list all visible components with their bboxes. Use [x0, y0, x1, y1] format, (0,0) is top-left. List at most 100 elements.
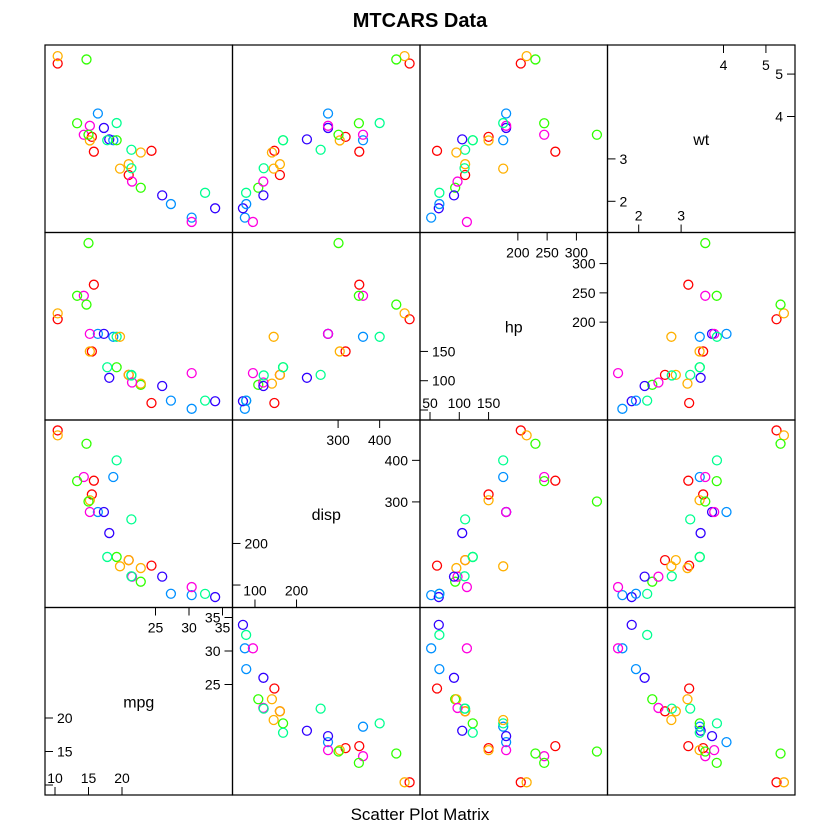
data-point — [771, 314, 782, 325]
data-point — [433, 619, 444, 631]
data-point — [467, 718, 478, 729]
data-point — [268, 163, 279, 174]
data-point — [111, 551, 122, 563]
data-point — [98, 328, 110, 340]
data-point — [88, 146, 100, 157]
data-point — [258, 703, 269, 714]
data-point — [461, 216, 473, 228]
data-point — [334, 346, 345, 357]
data-point — [778, 308, 790, 319]
data-point — [315, 144, 326, 155]
data-point — [642, 395, 653, 406]
data-point — [666, 370, 677, 381]
data-point — [530, 438, 541, 449]
data-point — [709, 328, 720, 340]
data-point — [591, 496, 603, 507]
data-point — [709, 506, 720, 518]
data-point — [353, 290, 365, 301]
data-point — [639, 571, 650, 582]
data-point — [258, 190, 269, 201]
data-point — [102, 551, 113, 563]
data-point — [682, 378, 693, 389]
data-point — [315, 369, 326, 381]
data-point — [694, 727, 705, 738]
data-point — [108, 331, 119, 342]
data-point — [539, 475, 550, 487]
panel-mpg-vs-mpg: mpg 10 15 20 25 30 35 25 30 35 15 20 — [44, 606, 234, 796]
data-point — [617, 589, 628, 601]
data-point — [778, 777, 790, 788]
data-point — [301, 725, 313, 736]
data-point — [700, 290, 711, 301]
data-point — [721, 328, 732, 340]
tick-label: 3 — [677, 208, 685, 224]
data-point — [334, 745, 345, 756]
data-point — [157, 571, 168, 582]
tick-label: 100 — [432, 373, 456, 389]
data-point — [457, 527, 468, 539]
data-point — [459, 163, 470, 174]
data-point — [322, 328, 334, 340]
tick-label: 4 — [720, 57, 728, 73]
tick-label: 400 — [368, 432, 392, 448]
data-point — [374, 331, 385, 342]
tick-label: 250 — [572, 285, 596, 301]
panel-frame — [606, 606, 796, 796]
data-point — [340, 346, 351, 357]
data-point — [711, 331, 723, 342]
data-point — [52, 425, 63, 436]
data-point — [353, 757, 365, 769]
data-point — [539, 471, 550, 483]
data-point — [682, 562, 693, 574]
data-point — [81, 299, 92, 310]
data-point — [92, 328, 104, 340]
data-point — [258, 672, 269, 683]
tick-label: 300 — [326, 432, 350, 448]
data-point — [626, 396, 637, 407]
data-point — [391, 299, 402, 310]
tick-label: 5 — [762, 57, 770, 73]
tick-label: 35 — [205, 610, 221, 626]
data-point — [612, 643, 624, 654]
data-point — [617, 403, 628, 414]
data-point — [500, 108, 512, 119]
data-point — [269, 145, 280, 156]
data-point — [630, 588, 642, 599]
tick-label: 400 — [385, 452, 409, 468]
data-point — [426, 643, 437, 654]
data-point — [459, 571, 470, 582]
data-point — [322, 120, 334, 131]
data-point — [98, 122, 110, 134]
data-point — [86, 346, 97, 357]
data-point — [108, 135, 119, 146]
data-point — [322, 736, 334, 748]
data-point — [165, 588, 177, 599]
data-point — [126, 144, 137, 155]
data-point — [450, 182, 461, 193]
data-point — [683, 740, 694, 752]
data-point — [126, 571, 137, 582]
data-point — [498, 561, 509, 572]
tick-label: 30 — [205, 643, 221, 659]
data-point — [209, 203, 221, 214]
variable-name-hp: hp — [505, 319, 523, 336]
data-point — [539, 129, 550, 140]
data-point — [186, 212, 197, 223]
data-point — [322, 108, 334, 119]
data-point — [694, 471, 705, 483]
data-point — [653, 702, 664, 714]
tick-label: 200 — [245, 535, 269, 551]
data-point — [685, 514, 696, 525]
data-point — [84, 328, 95, 340]
data-point — [209, 396, 221, 407]
data-point — [694, 346, 705, 357]
chart-title: MTCARS Data — [353, 10, 488, 32]
data-point — [467, 135, 478, 146]
panel-grid: wt 2 3 4 5 4 5 2 3 hp 50 100 150 200 250 300 200 250 300 10… — [44, 44, 796, 796]
data-point — [685, 703, 696, 714]
data-point — [698, 346, 709, 357]
data-point — [700, 237, 711, 249]
data-point — [459, 514, 471, 525]
data-point — [700, 746, 711, 757]
data-point — [639, 380, 650, 392]
